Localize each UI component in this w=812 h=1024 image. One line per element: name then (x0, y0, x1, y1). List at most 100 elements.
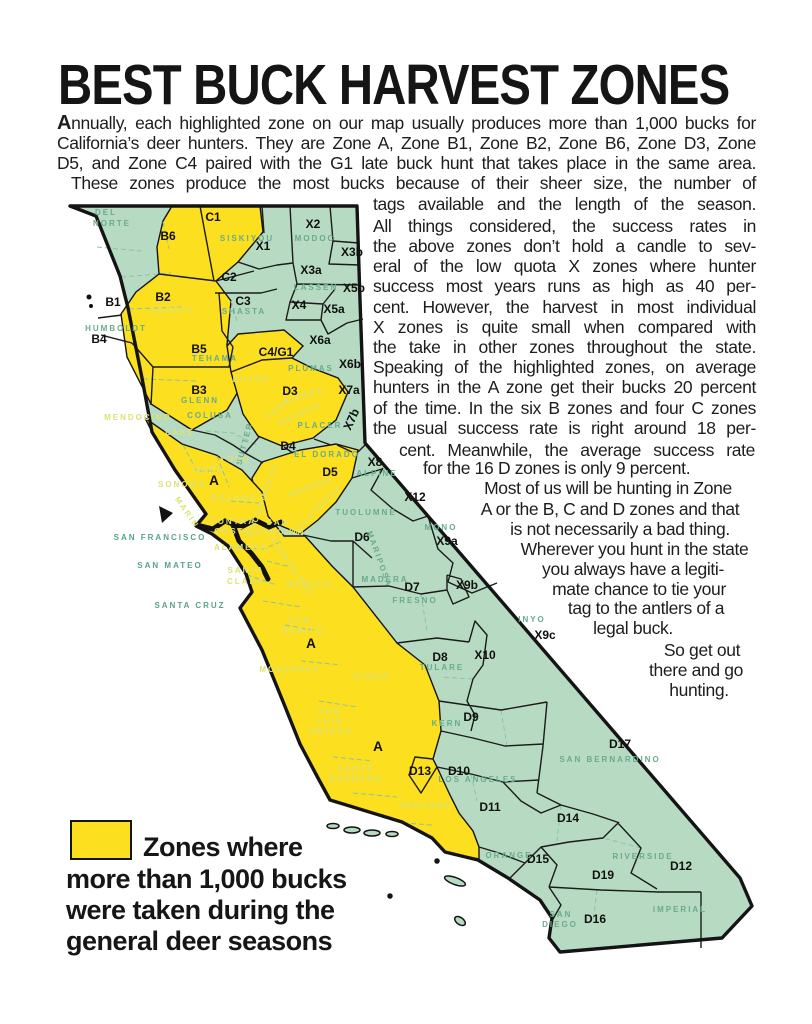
zone-label-a: A (209, 473, 219, 488)
county-label-san-francisco: SAN FRANCISCO (114, 533, 207, 542)
county-label-alpine: ALPINE (356, 469, 397, 478)
county-label-costa: COSTA (214, 527, 251, 536)
county-label-siskiyou: SISKIYOU (220, 234, 274, 243)
zone-label-x5a: X5a (323, 302, 345, 316)
body-line: for the 16 D zones is only 9 percent. (423, 458, 691, 478)
county-label-plumas: PLUMAS (288, 364, 334, 373)
zone-label-x5b: X5b (343, 281, 365, 295)
zone-label-d10: D10 (448, 764, 470, 778)
county-label-butte: BUTTE (233, 375, 270, 384)
county-label-contra: CONTRA (210, 517, 256, 526)
zone-label-c3: C3 (235, 294, 251, 308)
body-line: there and go (648, 660, 744, 680)
zone-label-x1: X1 (256, 239, 271, 253)
zone-label-d12: D12 (670, 859, 692, 873)
county-label-kings: KINGS (354, 672, 389, 681)
body-line: mate chance to tie your (552, 579, 726, 599)
zone-label-b1: B1 (105, 295, 121, 309)
zone-label-x9b: X9b (456, 578, 478, 592)
body-line: is not necessarily a bad thing. (510, 519, 730, 539)
zone-label-d4: D4 (280, 439, 296, 453)
zone-label-d8: D8 (432, 650, 448, 664)
county-label-tehama: TEHAMA (192, 354, 238, 363)
zone-label-x3a: X3a (300, 263, 322, 277)
county-label-diego: DIEGO (542, 920, 578, 929)
zone-label-d15: D15 (527, 852, 549, 866)
intro-line-text: nnually, each highlighted zone on our ma… (71, 113, 756, 133)
county-label-obispo: OBISPO (309, 727, 352, 736)
legend-swatch-yellow (70, 820, 132, 860)
zone-label-b3: B3 (191, 383, 207, 397)
zone-label-d9: D9 (463, 710, 479, 724)
zone-label-b2: B2 (155, 290, 171, 304)
county-label-merced: MERCED (287, 580, 334, 589)
county-label-solano: SOLANO (211, 494, 257, 503)
drop-cap: A (57, 112, 72, 134)
body-line: cent. However, the harvest in most indiv… (373, 297, 756, 317)
county-label-santa-cruz: SANTA CRUZ (154, 601, 225, 610)
body-line: the take in other zones throughout the s… (373, 337, 756, 357)
zone-label-d19: D19 (592, 868, 614, 882)
county-label-fresno: FRESNO (392, 596, 437, 605)
zone-label-x9a: X9a (436, 534, 458, 548)
zone-label-d3: D3 (282, 384, 298, 398)
county-label-santa: SANTA (228, 566, 265, 575)
county-label-placer: PLACER (298, 421, 343, 430)
zone-label-x3b: X3b (341, 245, 363, 259)
county-label-inyo: INYO (518, 615, 546, 624)
county-borders (96, 221, 642, 923)
zone-label-x8: X8 (368, 455, 383, 469)
county-label-sonoma: SONOMA (158, 480, 206, 489)
zone-label-d16: D16 (584, 912, 606, 926)
intro-line: D5, and Zone C4 paired with the G1 late … (57, 153, 756, 173)
county-label-el-dorado: EL DORADO (294, 450, 360, 459)
zone-label-d13: D13 (409, 764, 431, 778)
county-label-imperial: IMPERIAL (653, 905, 707, 914)
county-label-shasta: SHASTA (222, 307, 266, 316)
county-label-ventura: VENTURA (400, 801, 453, 810)
zone-label-c4-g1: C4/G1 (259, 345, 294, 359)
body-line: A or the B, C and D zones and that (480, 499, 740, 519)
legend-line: general deer seasons (66, 926, 333, 956)
county-label-barbara: BARBARA (329, 774, 383, 783)
county-label-napa: NAPA (194, 465, 224, 474)
body-line: eral of the low quota X zones where hunt… (373, 256, 756, 276)
zone-label-x4: X4 (292, 298, 307, 312)
zone-label-x10: X10 (474, 648, 496, 662)
county-label-lake: LAKE (165, 428, 195, 437)
body-line: the above zones don’t hold a candle to s… (373, 236, 756, 256)
county-label-modoc: MODOC (295, 234, 336, 243)
zone-label-x9c: X9c (534, 628, 556, 642)
zone-label-d6: D6 (354, 530, 370, 544)
county-label-mendocino: MENDOCINO (104, 413, 172, 422)
county-label-humboldt: HUMBOLDT (85, 324, 147, 333)
zone-label-d14: D14 (557, 811, 579, 825)
zone-label-a: A (306, 636, 316, 651)
county-label-san-bernardino: SAN BERNARDINO (559, 755, 660, 764)
body-line: tags available and the length of the sea… (373, 194, 756, 214)
county-label-tuolumne: TUOLUMNE (335, 508, 396, 517)
county-label-glenn: GLENN (181, 396, 219, 405)
legend-line: more than 1,000 bucks (66, 864, 347, 894)
county-label-san-mateo: SAN MATEO (137, 561, 202, 570)
body-line: Speaking of the highlighted zones, on av… (373, 357, 756, 377)
zone-label-d11: D11 (479, 800, 501, 814)
body-line: hunters in the A zone get their bucks 20… (373, 377, 756, 397)
county-label-yolo: YOLO (220, 455, 251, 464)
county-label-los-angeles: LOS ANGELES (438, 775, 517, 784)
county-label-colusa: COLUSA (187, 411, 233, 420)
county-label-alameda: ALAMEDA (214, 543, 268, 552)
zone-b6-b2-region (120, 205, 264, 431)
county-label-mono: MONO (425, 523, 458, 532)
county-label-monterey: MONTEREY (259, 665, 320, 674)
body-line: you always have a legiti- (542, 559, 724, 579)
county-label-santa: SANTA (338, 764, 375, 773)
county-label-trinity: TRINITY (150, 306, 195, 315)
zone-label-x2: X2 (306, 217, 321, 231)
zone-label-b4: B4 (91, 332, 107, 346)
zone-label-b6: B6 (160, 229, 176, 243)
zone-label-x7a: X7a (338, 383, 360, 397)
county-label-del: DEL (95, 208, 117, 217)
zone-label-x12: X12 (404, 490, 426, 504)
